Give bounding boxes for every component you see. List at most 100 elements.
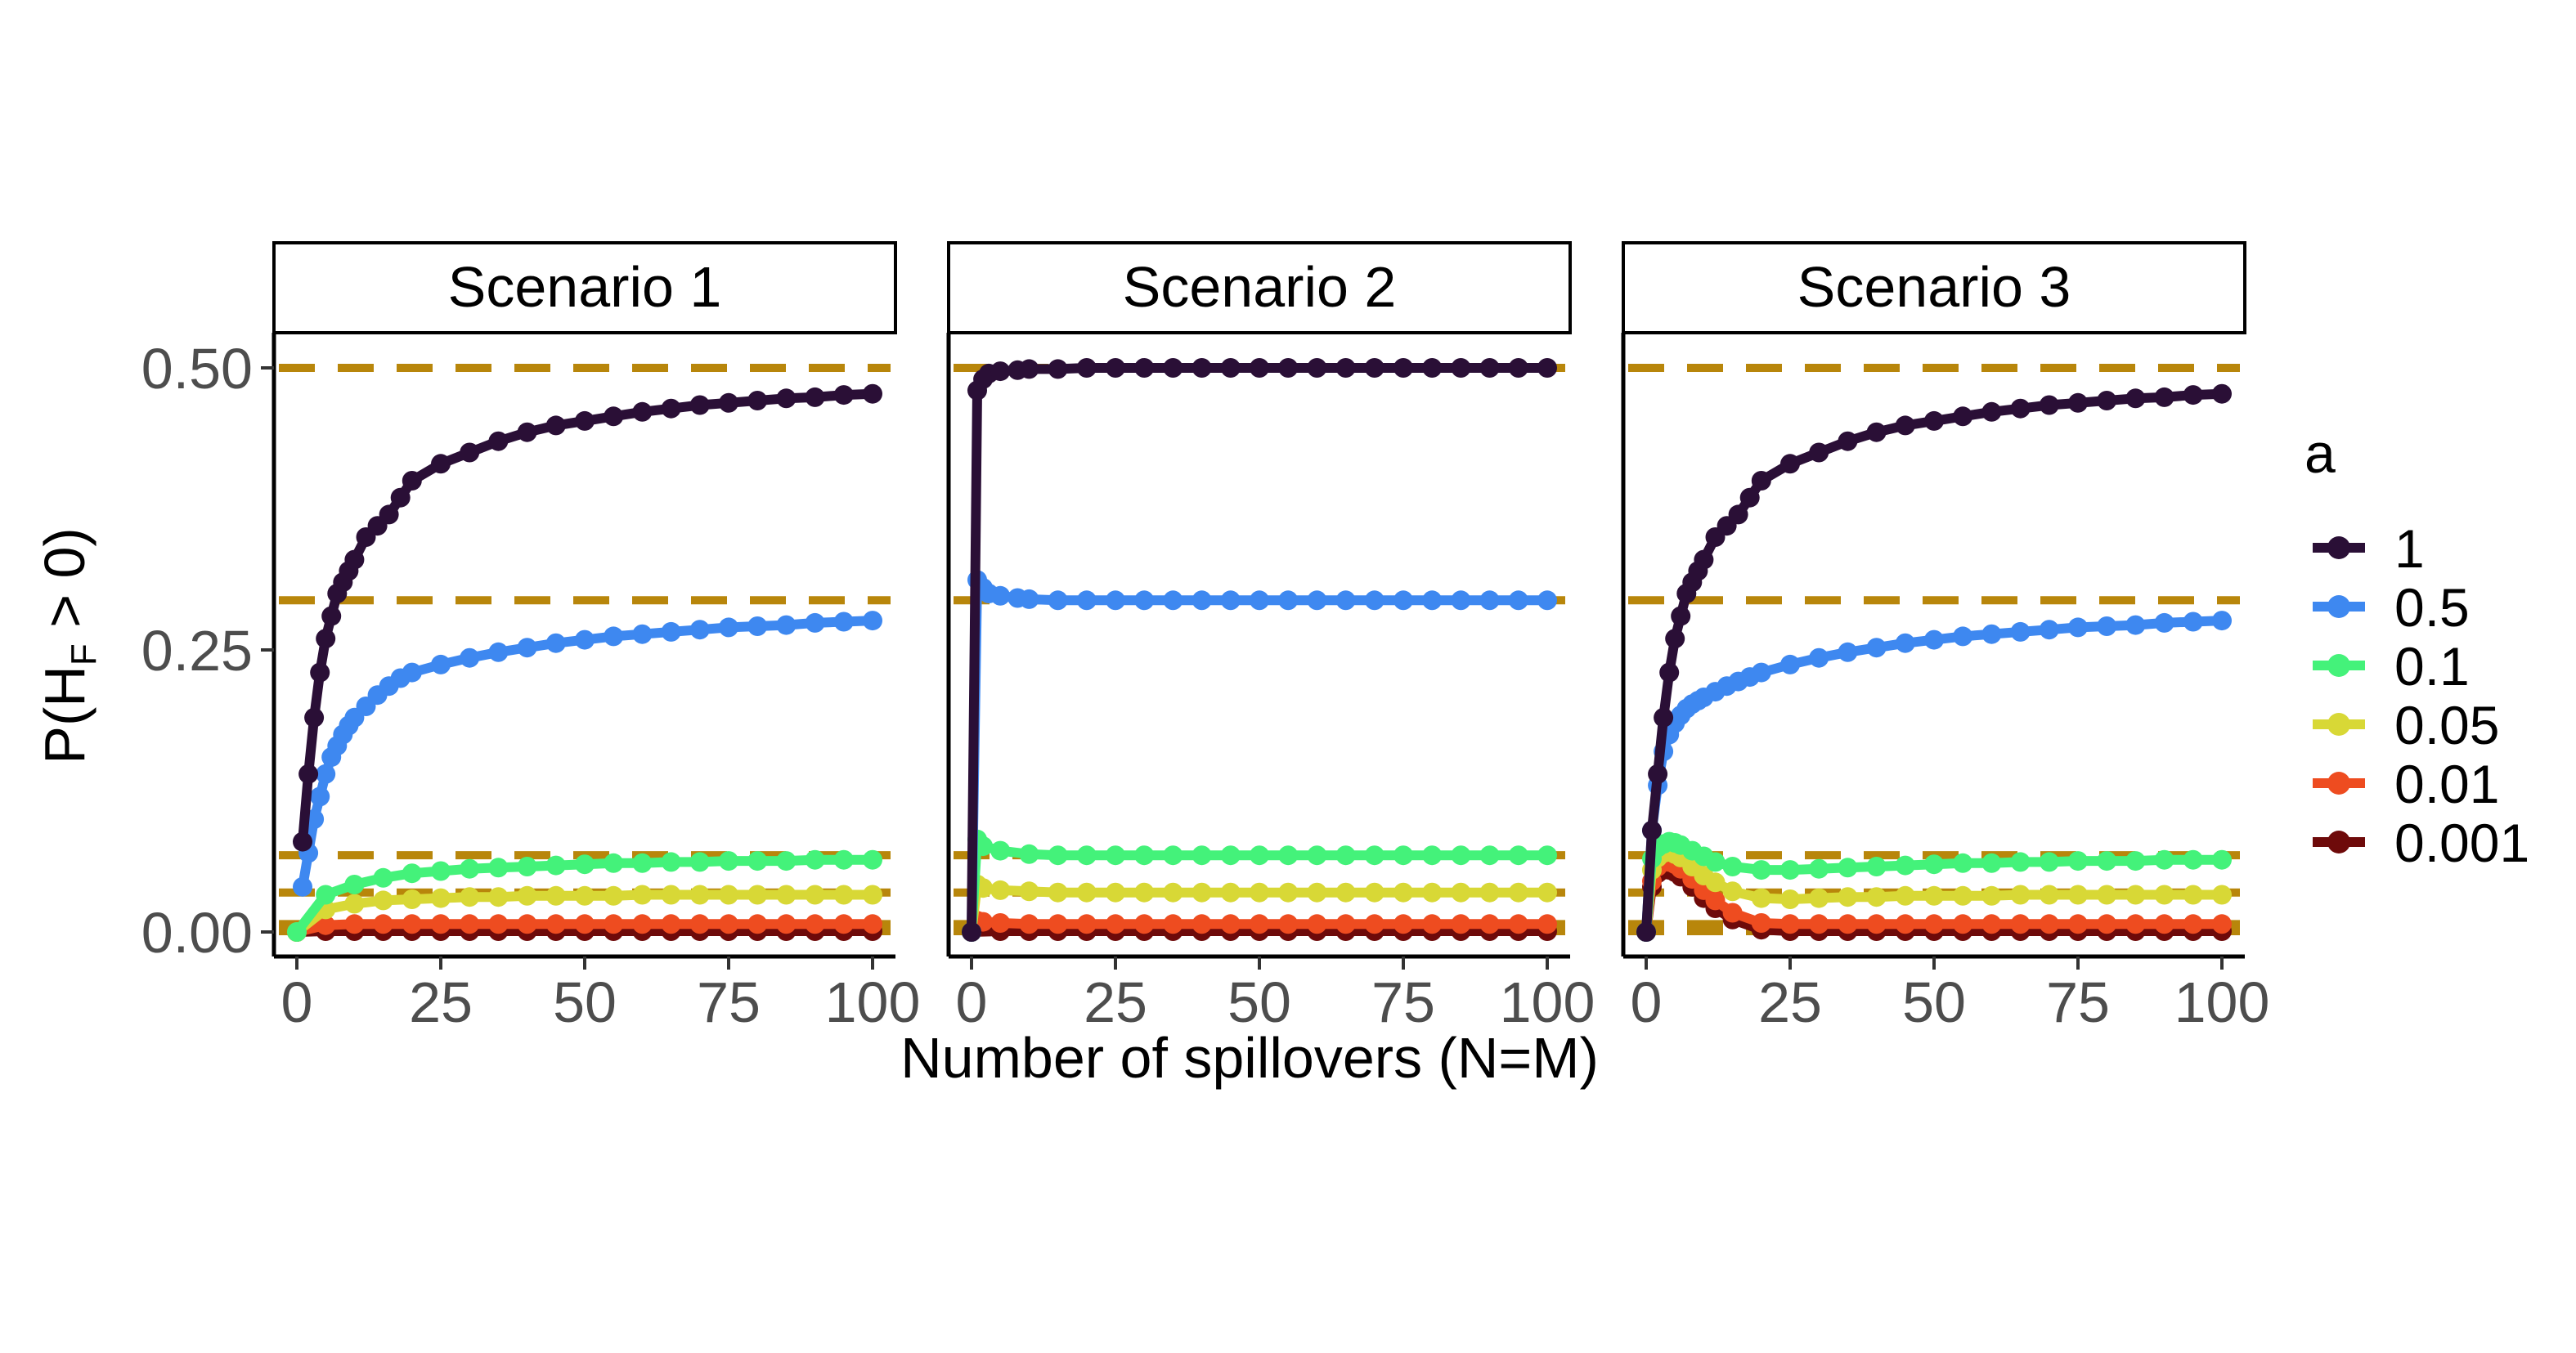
data-point	[990, 840, 1011, 861]
legend-key-point	[2327, 654, 2350, 677]
data-point	[1780, 889, 1800, 909]
data-point	[2212, 885, 2232, 905]
data-point	[1106, 590, 1125, 611]
data-point	[1422, 590, 1443, 611]
data-point	[2068, 617, 2088, 638]
data-point	[2010, 621, 2031, 642]
data-point	[575, 629, 595, 650]
data-point	[1654, 707, 1674, 728]
data-point	[719, 885, 738, 905]
data-point	[776, 388, 797, 409]
data-point	[2154, 885, 2174, 905]
data-point	[1048, 359, 1068, 379]
data-point	[604, 626, 624, 647]
data-point	[321, 606, 342, 626]
data-point	[488, 431, 509, 451]
data-point	[1134, 845, 1155, 866]
data-point	[1364, 590, 1384, 611]
data-point	[373, 914, 393, 934]
data-point	[1163, 358, 1183, 378]
y-axis-label-subscript: F	[64, 643, 104, 665]
x-tick-label: 25	[409, 970, 473, 1034]
data-point	[833, 885, 854, 905]
data-point	[1335, 914, 1356, 934]
data-point	[517, 422, 537, 442]
data-point	[1636, 922, 1656, 942]
data-point	[1192, 358, 1212, 378]
data-point	[545, 633, 566, 653]
data-point	[990, 361, 1011, 382]
data-point	[316, 885, 336, 905]
legend: a 10.50.10.050.010.001	[2304, 423, 2529, 873]
data-point	[2183, 914, 2203, 934]
data-point	[2125, 914, 2146, 934]
x-tick-label: 100	[1500, 970, 1595, 1034]
legend-label: 1	[2394, 518, 2425, 579]
data-point	[805, 612, 825, 633]
data-point	[632, 401, 653, 422]
data-point	[1479, 882, 1500, 903]
legend-entry-0_5: 0.5	[2313, 577, 2470, 638]
data-point	[575, 885, 595, 906]
data-point	[1048, 590, 1068, 611]
data-point	[488, 858, 509, 878]
data-point	[1192, 590, 1212, 611]
y-axis-label: P(HF > 0)	[33, 527, 104, 764]
data-point	[604, 885, 624, 906]
data-point	[304, 707, 325, 728]
data-point	[1278, 358, 1299, 378]
data-point	[805, 849, 825, 870]
panel-title: Scenario 1	[448, 255, 722, 319]
data-point	[293, 876, 312, 897]
data-point	[1809, 914, 1829, 934]
data-point	[1838, 914, 1858, 934]
data-point	[1809, 888, 1829, 908]
data-point	[2125, 615, 2146, 635]
y-tick-label: 0.50	[141, 337, 253, 401]
data-point	[379, 504, 399, 525]
data-point	[488, 642, 509, 662]
y-tick-label: 0.00	[141, 901, 253, 965]
data-point	[2212, 849, 2232, 870]
legend-label: 0.1	[2394, 636, 2470, 697]
data-point	[833, 849, 854, 870]
data-point	[545, 855, 566, 876]
data-point	[1250, 590, 1269, 611]
data-point	[517, 914, 537, 934]
data-point	[1220, 590, 1241, 611]
data-point	[2183, 885, 2203, 905]
series-0_5	[293, 611, 882, 897]
data-point	[2068, 851, 2088, 871]
data-point	[604, 406, 624, 427]
data-point	[545, 885, 566, 906]
data-point	[1048, 914, 1068, 934]
data-point	[1134, 590, 1155, 611]
data-point	[863, 885, 882, 905]
data-point	[1364, 882, 1384, 903]
panel-title: Scenario 3	[1797, 255, 2071, 319]
data-point	[1895, 415, 1915, 436]
data-point	[431, 914, 451, 934]
data-point	[990, 585, 1011, 606]
data-point	[1751, 471, 1771, 491]
x-tick-label: 75	[2046, 970, 2110, 1034]
legend-key-point	[2327, 536, 2350, 559]
data-point	[2097, 914, 2117, 934]
data-point	[460, 442, 480, 463]
data-point	[1866, 422, 1887, 442]
data-point	[1278, 882, 1299, 903]
x-tick-label: 100	[2174, 970, 2270, 1034]
x-tick-label: 50	[1902, 970, 1966, 1034]
data-point	[2183, 385, 2203, 405]
legend-key-point	[2327, 595, 2350, 618]
data-point	[661, 398, 681, 419]
data-point	[1451, 845, 1471, 866]
data-point	[1364, 914, 1384, 934]
data-point	[604, 914, 624, 934]
data-point	[2212, 383, 2232, 404]
data-point	[1163, 882, 1183, 903]
data-point	[863, 914, 882, 934]
data-point	[1422, 882, 1443, 903]
data-point	[1422, 914, 1443, 934]
data-point	[2154, 914, 2174, 934]
